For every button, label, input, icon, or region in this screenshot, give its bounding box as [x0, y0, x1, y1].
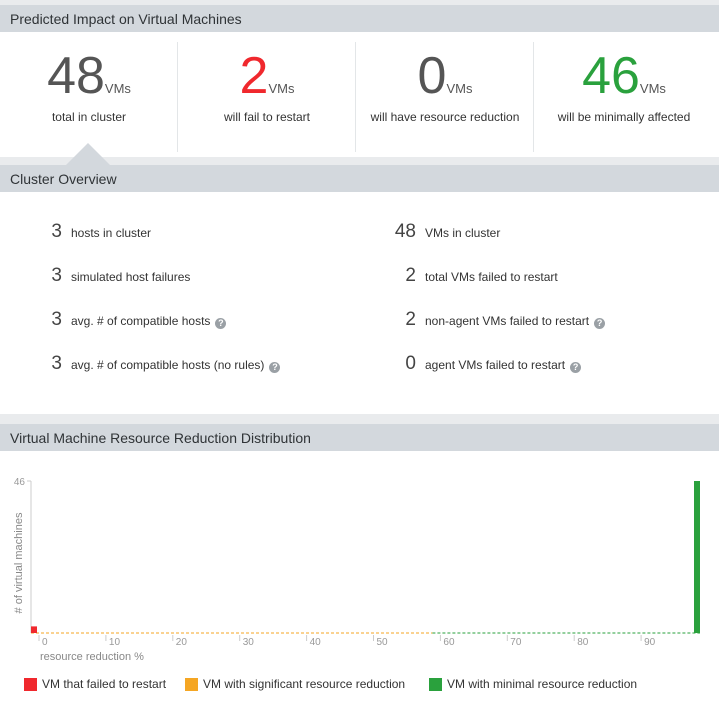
- overview-section-title: Cluster Overview: [10, 170, 117, 187]
- impact-section-header: Predicted Impact on Virtual Machines: [0, 5, 719, 32]
- distribution-section-header: Virtual Machine Resource Reduction Distr…: [0, 424, 719, 451]
- overview-stat-value: 2: [405, 265, 416, 286]
- legend-swatch-significant: [185, 677, 198, 691]
- legend-label-minimal: VM with minimal resource reduction: [447, 677, 638, 691]
- metric-divider: [177, 42, 178, 152]
- question-circle-icon[interactable]: ?: [215, 318, 227, 329]
- overview-panel: 3 hosts in cluster 3 simulated host failure…: [0, 192, 719, 414]
- overview-stat-value: 3: [51, 353, 62, 374]
- overview-stat-value: 2: [405, 309, 416, 330]
- overview-stat-right-2: 2 non-agent VMs failed to restart?: [376, 309, 606, 333]
- metric-reduction-label: will have resource reduction: [370, 110, 520, 124]
- overview-stat-value: 0: [405, 353, 416, 374]
- overview-stat-right-1: 2 total VMs failed to restart: [376, 265, 558, 289]
- overview-stat-label: simulated host failures: [71, 270, 191, 284]
- metric-unit: VMs: [639, 81, 666, 96]
- legend-swatch-minimal: [429, 677, 442, 691]
- overview-stat-label: VMs in cluster: [425, 226, 501, 240]
- x-axis-label: resource reduction %: [40, 651, 144, 663]
- metric-reduction[interactable]: 0VMs will have resource reduction: [356, 32, 534, 157]
- overview-stat-label: agent VMs failed to restart: [425, 358, 566, 372]
- distribution-chart: 46 # of virtual machines 0 10 20 30 40 50 60 70 80…: [13, 477, 700, 663]
- overview-stat-left-1: 3 simulated host failures: [32, 265, 190, 289]
- metric-divider: [355, 42, 356, 152]
- overview-section-header: Cluster Overview: [0, 165, 719, 192]
- metric-unit: VMs: [446, 81, 473, 96]
- question-circle-icon[interactable]: ?: [594, 318, 606, 329]
- metric-divider: [533, 42, 534, 152]
- metric-minimal-value: 46: [582, 47, 640, 105]
- metric-minimal-label: will be minimally affected: [557, 110, 691, 124]
- overview-stat-left-0: 3 hosts in cluster: [32, 221, 151, 245]
- metric-total-value: 48: [47, 47, 105, 105]
- metric-minimal[interactable]: 46VMs will be minimally affected: [534, 32, 714, 157]
- x-tick-label: 80: [577, 637, 589, 648]
- legend-item-failed: VM that failed to restart: [24, 677, 166, 691]
- overview-stat-label: avg. # of compatible hosts (no rules): [71, 358, 265, 372]
- overview-stat-left-2: 3 avg. # of compatible hosts?: [32, 309, 227, 333]
- overview-stat-label: hosts in cluster: [71, 226, 152, 240]
- x-tick-label: 90: [644, 637, 656, 648]
- metric-total-label: total in cluster: [51, 110, 127, 124]
- legend-swatch-failed: [24, 677, 37, 691]
- overview-stat-label: total VMs failed to restart: [425, 270, 558, 284]
- legend-label-failed: VM that failed to restart: [42, 677, 167, 691]
- x-tick-label: 70: [510, 637, 522, 648]
- metric-unit: VMs: [104, 81, 131, 96]
- overview-stat-left-3: 3 avg. # of compatible hosts (no rules)?: [32, 353, 281, 377]
- chart-bar-1: [694, 481, 700, 633]
- x-tick-label: 10: [109, 637, 121, 648]
- overview-stat-right-0: 48 VMs in cluster: [376, 221, 501, 245]
- impact-section-title: Predicted Impact on Virtual Machines: [10, 10, 242, 27]
- metric-total[interactable]: 48VMs total in cluster: [0, 32, 178, 157]
- overview-stat-value: 48: [394, 221, 416, 242]
- overview-stat-value: 3: [51, 309, 62, 330]
- overview-stat-value: 3: [51, 265, 62, 286]
- metric-unit: VMs: [268, 81, 295, 96]
- distribution-section-title: Virtual Machine Resource Reduction Distr…: [10, 429, 311, 446]
- metric-failed[interactable]: 2VMs will fail to restart: [178, 32, 356, 157]
- selected-metric-pointer: [66, 143, 110, 165]
- x-tick-label: 50: [377, 637, 389, 648]
- impact-panel: 48VMs total in cluster 2VMs will fail to…: [0, 32, 719, 157]
- metric-reduction-value: 0: [417, 47, 447, 105]
- x-tick-label: 20: [176, 637, 188, 648]
- question-circle-icon[interactable]: ?: [570, 362, 582, 373]
- overview-stat-label: non-agent VMs failed to restart: [425, 314, 590, 328]
- distribution-panel: 46 # of virtual machines 0 10 20 30 40 50 60 70 80…: [0, 451, 719, 712]
- overview-stat-label: avg. # of compatible hosts: [71, 314, 211, 328]
- metric-failed-value: 2: [239, 47, 269, 105]
- y-tick-label: 46: [14, 477, 26, 488]
- x-tick-label: 30: [243, 637, 255, 648]
- x-tick-label: 40: [310, 637, 322, 648]
- overview-stat-right-3: 0 agent VMs failed to restart?: [376, 353, 582, 377]
- overview-stat-value: 3: [51, 221, 62, 242]
- y-axis-label: # of virtual machines: [13, 512, 25, 613]
- legend-item-significant: VM with significant resource reduction: [185, 677, 405, 691]
- x-tick-label: 0: [42, 637, 48, 648]
- x-tick-label: 60: [443, 637, 455, 648]
- legend-label-significant: VM with significant resource reduction: [203, 677, 406, 691]
- chart-bar-0: [31, 626, 37, 633]
- question-circle-icon[interactable]: ?: [269, 362, 281, 373]
- legend-item-minimal: VM with minimal resource reduction: [429, 677, 637, 691]
- metric-failed-label: will fail to restart: [223, 110, 311, 124]
